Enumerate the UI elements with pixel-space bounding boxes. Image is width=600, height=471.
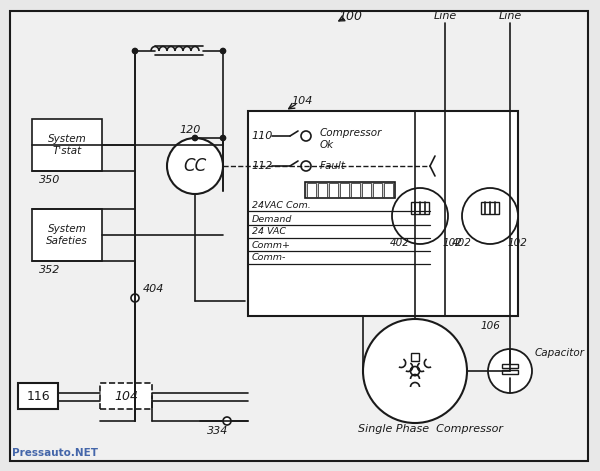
Bar xyxy=(411,353,419,361)
Text: Compressor
Ok: Compressor Ok xyxy=(320,128,382,150)
Bar xyxy=(100,383,152,409)
Circle shape xyxy=(131,294,139,302)
Text: 104: 104 xyxy=(114,390,138,403)
Bar xyxy=(502,370,518,374)
Bar xyxy=(351,183,360,197)
Bar xyxy=(411,202,429,214)
Circle shape xyxy=(221,136,226,140)
Bar xyxy=(502,364,518,368)
Circle shape xyxy=(392,188,448,244)
Text: 24 VAC: 24 VAC xyxy=(252,227,286,236)
Text: 102: 102 xyxy=(442,238,462,248)
Text: Line: Line xyxy=(499,11,521,21)
Text: 102: 102 xyxy=(507,238,527,248)
Bar xyxy=(307,183,316,197)
Text: CC: CC xyxy=(184,157,206,175)
Circle shape xyxy=(223,417,231,425)
Text: Capacitor: Capacitor xyxy=(535,348,585,358)
Circle shape xyxy=(221,49,226,54)
Text: System
Safeties: System Safeties xyxy=(46,224,88,246)
Circle shape xyxy=(193,136,197,140)
Bar xyxy=(305,182,395,198)
Text: Single Phase  Compressor: Single Phase Compressor xyxy=(358,424,503,434)
Text: 112: 112 xyxy=(251,161,272,171)
Text: Comm+: Comm+ xyxy=(252,241,291,250)
Text: 350: 350 xyxy=(40,175,61,185)
Text: 402: 402 xyxy=(390,238,410,248)
Text: System
T'stat: System T'stat xyxy=(47,134,86,156)
Circle shape xyxy=(488,349,532,393)
Bar xyxy=(340,183,349,197)
Text: 120: 120 xyxy=(179,125,200,135)
Text: 24VAC Com.: 24VAC Com. xyxy=(252,201,311,210)
Circle shape xyxy=(133,49,137,54)
Bar xyxy=(248,111,518,316)
Text: 402: 402 xyxy=(452,238,472,248)
Text: 106: 106 xyxy=(480,321,500,331)
Bar xyxy=(329,183,338,197)
Bar xyxy=(384,183,393,197)
Circle shape xyxy=(167,138,223,194)
Circle shape xyxy=(462,188,518,244)
Text: Pressauto.NET: Pressauto.NET xyxy=(12,448,98,458)
Circle shape xyxy=(301,161,311,171)
Text: 352: 352 xyxy=(40,265,61,275)
Bar xyxy=(362,183,371,197)
Text: Demand: Demand xyxy=(252,214,292,224)
Text: 116: 116 xyxy=(26,390,50,403)
Circle shape xyxy=(301,131,311,141)
Circle shape xyxy=(363,319,467,423)
Bar xyxy=(32,119,102,171)
Text: 100: 100 xyxy=(338,9,362,23)
Bar xyxy=(481,202,499,214)
Text: Fault: Fault xyxy=(320,161,346,171)
Text: Comm-: Comm- xyxy=(252,253,286,262)
Bar xyxy=(318,183,327,197)
Bar xyxy=(32,209,102,261)
Bar xyxy=(373,183,382,197)
Text: Line: Line xyxy=(433,11,457,21)
Bar xyxy=(18,383,58,409)
Text: 110: 110 xyxy=(251,131,272,141)
Text: 404: 404 xyxy=(142,284,164,294)
Text: 334: 334 xyxy=(208,426,229,436)
Text: 104: 104 xyxy=(292,96,313,106)
